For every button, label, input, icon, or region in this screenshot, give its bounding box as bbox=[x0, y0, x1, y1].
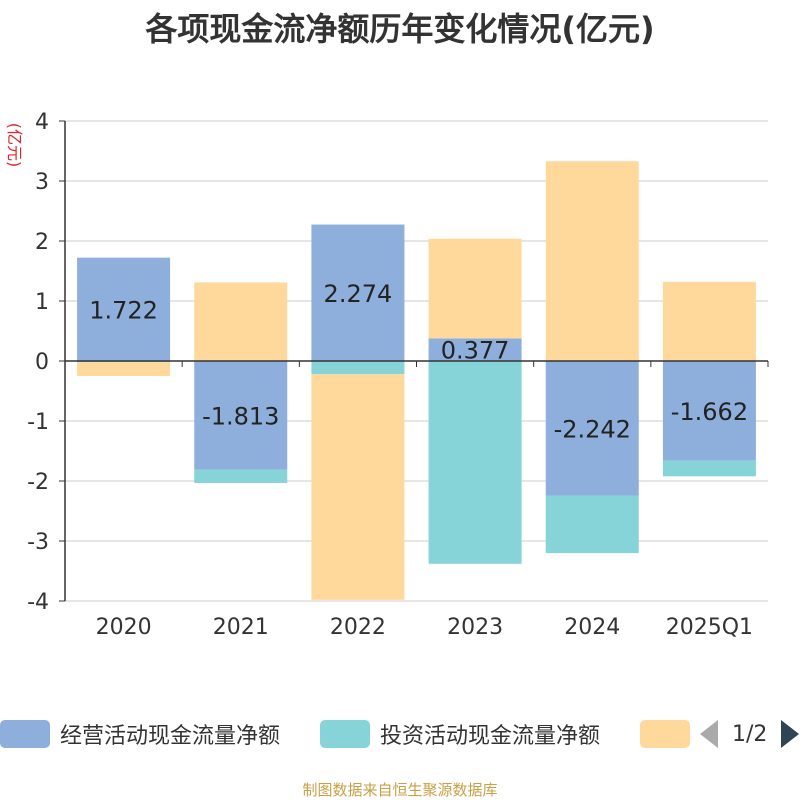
bar-investing bbox=[545, 495, 639, 554]
chart-title: 各项现金流净额历年变化情况(亿元) bbox=[145, 10, 655, 48]
legend-pager: 1/2 bbox=[700, 716, 800, 752]
legend-swatch-operating bbox=[0, 720, 50, 748]
legend-item-financing[interactable] bbox=[640, 716, 700, 752]
legend: 经营活动现金流量净额 投资活动现金流量净额 1/2 bbox=[0, 716, 800, 752]
bar-operating bbox=[545, 361, 639, 496]
bar-financing bbox=[311, 374, 405, 600]
bar-financing bbox=[77, 362, 171, 376]
data-label: 2.274 bbox=[324, 280, 393, 308]
bar-operating bbox=[311, 224, 405, 361]
y-tick-label: 0 bbox=[35, 350, 49, 375]
bar-financing bbox=[662, 281, 756, 361]
y-tick-label: 3 bbox=[35, 170, 49, 195]
pager-prev-icon[interactable] bbox=[700, 720, 718, 748]
bars-layer bbox=[77, 161, 756, 600]
pager-next-icon[interactable] bbox=[781, 720, 800, 748]
y-tick-label: 1 bbox=[35, 290, 49, 315]
bar-financing bbox=[194, 282, 288, 361]
x-tick-label: 2023 bbox=[447, 615, 503, 640]
legend-swatch-financing bbox=[640, 720, 690, 748]
bar-operating bbox=[77, 257, 171, 361]
legend-item-investing[interactable]: 投资活动现金流量净额 bbox=[320, 716, 600, 752]
legend-label-operating: 经营活动现金流量净额 bbox=[60, 724, 281, 749]
x-tick-label: 2025Q1 bbox=[666, 615, 753, 640]
x-tick-label: 2021 bbox=[213, 615, 269, 640]
y-tick-label: -4 bbox=[27, 590, 49, 615]
bar-investing bbox=[311, 361, 405, 375]
pager-text: 1/2 bbox=[732, 721, 768, 747]
y-tick-label: 2 bbox=[35, 230, 49, 255]
y-tick-label: 4 bbox=[35, 110, 49, 135]
bar-financing bbox=[545, 161, 639, 361]
x-tick-label: 2022 bbox=[330, 615, 386, 640]
data-label: -2.242 bbox=[554, 415, 631, 443]
y-tick-label: -3 bbox=[27, 530, 49, 555]
axis-layer: 4 3 2 1 0 -1 -2 -3 -4 2020 2021 2022 2023 2024 2025Q1 (… bbox=[5, 110, 769, 640]
source-footer: 制图数据来自恒生聚源数据库 bbox=[302, 781, 498, 799]
bar-investing bbox=[194, 469, 288, 483]
data-label: 0.377 bbox=[441, 337, 510, 365]
x-tick-label: 2024 bbox=[564, 615, 620, 640]
legend-label-investing: 投资活动现金流量净额 bbox=[380, 724, 601, 749]
x-tick-label: 2020 bbox=[96, 615, 152, 640]
bar-operating bbox=[662, 361, 756, 461]
bar-operating bbox=[194, 361, 288, 470]
y-axis-label: (亿元) bbox=[5, 123, 24, 168]
y-tick-label: -2 bbox=[27, 470, 49, 495]
legend-swatch-investing bbox=[320, 720, 370, 748]
bar-investing bbox=[662, 460, 756, 477]
y-tick-label: -1 bbox=[27, 410, 49, 435]
data-label: -1.813 bbox=[202, 402, 279, 430]
data-label: -1.662 bbox=[671, 398, 748, 426]
data-label: 1.722 bbox=[89, 296, 158, 324]
bar-investing bbox=[428, 361, 522, 564]
labels-layer: 1.722 -1.813 2.274 0.377 -2.242 -1.662 bbox=[89, 280, 748, 443]
legend-item-operating[interactable]: 经营活动现金流量净额 bbox=[0, 716, 280, 752]
bar-operating bbox=[428, 338, 522, 361]
bar-financing bbox=[428, 238, 522, 339]
grid-layer bbox=[65, 120, 768, 602]
